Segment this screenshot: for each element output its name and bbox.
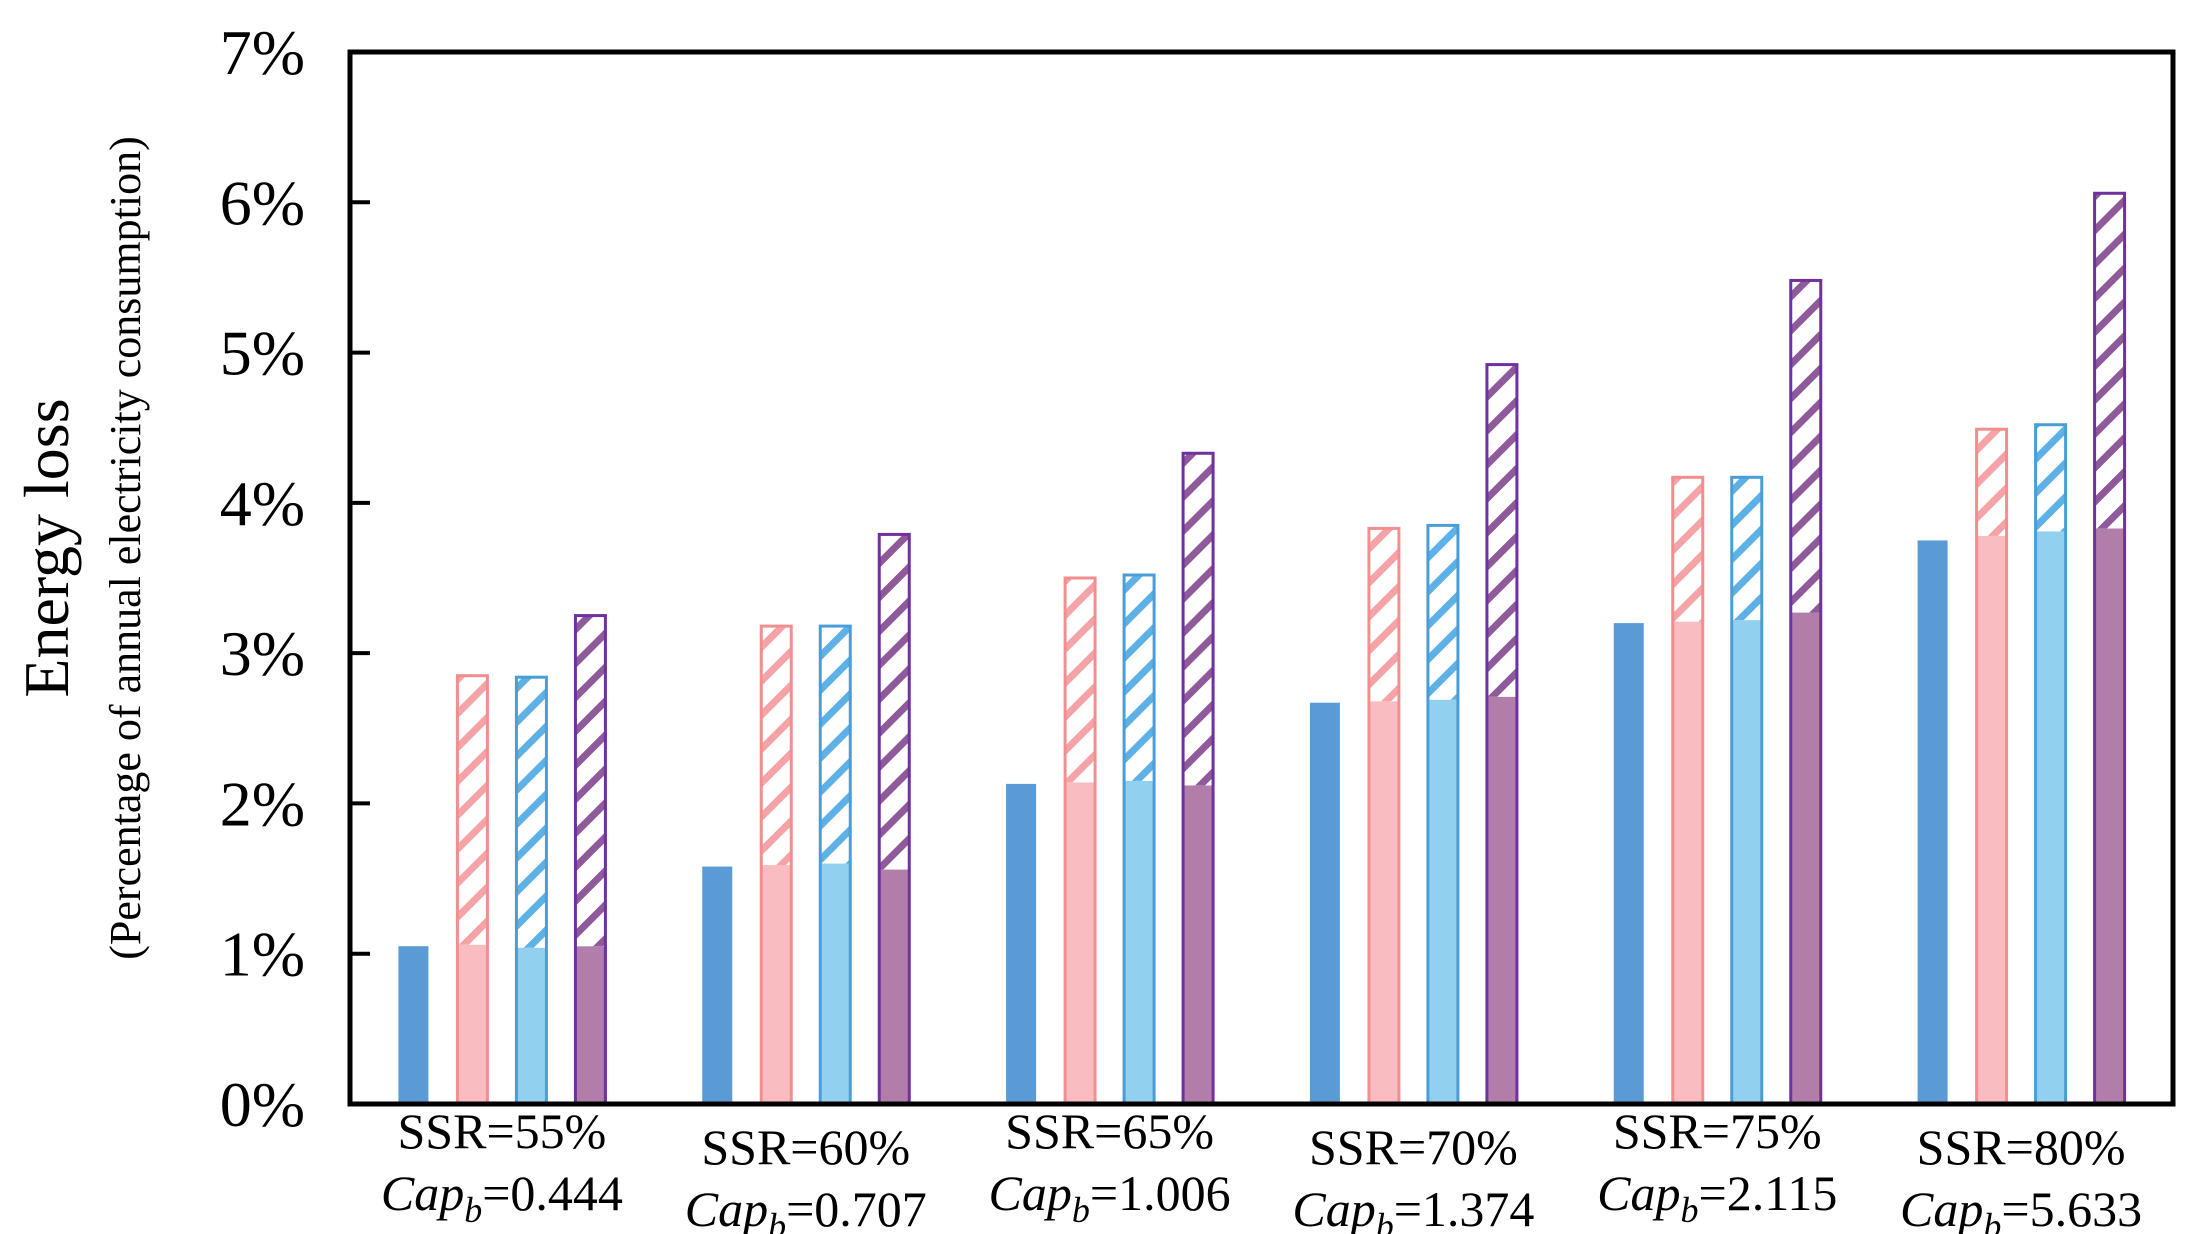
x-axis-labels: SSR=55% Capb=0.444 SSR=60% Capb=0.707 SSR=65… [381,1103,2142,1234]
y-tick-label: 2% [220,768,305,839]
bar-base [1065,782,1096,1104]
bar-base [1486,696,1517,1104]
bar-series-4-cat-2 [877,532,911,1106]
bar-series-1-cat-5 [1613,623,1644,1104]
y-tick-label: 3% [220,618,305,689]
bar-hatched-segment [1486,364,1517,697]
bar-base [1309,702,1340,1104]
bar-series-2-cat-1 [455,674,489,1106]
category-label-ssr: SSR=60% [701,1119,910,1175]
bar-series-1-cat-6 [1917,540,1948,1104]
category-label-ssr: SSR=80% [1917,1119,2126,1175]
bars [398,191,2127,1106]
bar-hatched-segment [879,534,910,870]
category-label-cap: Capb=0.707 [685,1181,927,1234]
bar-base [1672,621,1703,1104]
bar-hatched-segment [820,626,851,864]
bar-series-1-cat-3 [1006,783,1037,1104]
bar-series-4-cat-6 [2093,191,2127,1106]
y-axis-label: Energy loss (Percentage of annual electr… [11,136,150,959]
bar-base [761,865,792,1104]
y-axis-ticks: 0% 1% 2% 3% 4% 5% 6% 7% [220,17,370,1140]
bar-hatched-segment [457,675,488,945]
bar-hatched-segment [1124,574,1155,781]
bar-hatched-segment [1183,453,1214,786]
y-tick-label: 5% [220,318,305,389]
bar-series-3-cat-2 [818,624,852,1106]
bar-series-4-cat-4 [1485,363,1519,1106]
bar-series-2-cat-6 [1975,427,2009,1106]
y-tick-label: 1% [220,919,305,990]
bar-series-4-cat-5 [1789,278,1823,1106]
bar-base [1917,540,1948,1104]
bar-series-2-cat-4 [1367,526,1401,1106]
y-tick-label: 4% [220,468,305,539]
bar-base [516,947,547,1104]
bar-base [1976,535,2007,1104]
y-tick-label: 6% [220,167,305,238]
bar-base [398,946,429,1104]
bar-series-4-cat-1 [573,614,607,1106]
bar-base [820,863,851,1104]
bar-base [1183,785,1214,1104]
bar-base [1731,620,1762,1104]
bar-series-2-cat-5 [1671,475,1705,1106]
bar-base [1427,699,1458,1104]
bar-hatched-segment [1065,578,1096,783]
category-label-cap: Capb=2.115 [1597,1165,1837,1230]
category-label-ssr: SSR=75% [1613,1103,1822,1159]
bar-base [1124,780,1155,1104]
plot-frame [347,49,2176,1107]
bar-base [575,946,606,1104]
category-label-ssr: SSR=65% [1005,1103,1214,1159]
bar-base [1006,783,1037,1104]
bar-series-3-cat-6 [2034,423,2068,1106]
bar-base [457,944,488,1104]
category-label-cap: Capb=1.006 [989,1165,1231,1230]
bar-series-1-cat-4 [1309,702,1340,1104]
bar-hatched-segment [575,615,606,947]
bar-series-3-cat-3 [1122,573,1156,1106]
bar-series-2-cat-2 [759,624,793,1106]
bar-series-1-cat-2 [702,866,733,1104]
bar-hatched-segment [2035,424,2066,532]
bar-series-2-cat-3 [1063,576,1097,1106]
bar-hatched-segment [1368,528,1399,702]
category-label-cap: Capb=0.444 [381,1165,623,1230]
bar-base [1613,623,1644,1104]
bar-base [2035,531,2066,1104]
bar-base [2094,528,2125,1104]
bar-base [1368,701,1399,1104]
bar-series-1-cat-1 [398,946,429,1104]
category-label-ssr: SSR=55% [398,1103,607,1159]
bar-base [702,866,733,1104]
bar-hatched-segment [761,626,792,866]
bar-hatched-segment [516,677,547,948]
bar-base [879,869,910,1104]
bar-hatched-segment [1672,477,1703,622]
bar-hatched-segment [2094,193,2125,529]
y-tick-label: 7% [220,17,305,88]
category-label-cap: Capb=5.633 [1900,1181,2142,1234]
bar-hatched-segment [1790,280,1821,613]
y-axis-subtitle: (Percentage of annual electricity consum… [101,136,150,959]
bar-base [1790,612,1821,1104]
category-label-ssr: SSR=70% [1309,1119,1518,1175]
bar-series-3-cat-5 [1730,475,1764,1106]
bar-series-3-cat-1 [514,675,548,1106]
bar-hatched-segment [1731,477,1762,621]
bar-series-4-cat-3 [1181,451,1215,1106]
bar-hatched-segment [1427,525,1458,700]
y-axis-title: Energy loss [11,398,82,697]
bar-hatched-segment [1976,429,2007,536]
y-tick-label: 0% [220,1069,305,1140]
category-label-cap: Capb=1.374 [1292,1181,1534,1234]
bar-series-3-cat-4 [1426,523,1460,1106]
